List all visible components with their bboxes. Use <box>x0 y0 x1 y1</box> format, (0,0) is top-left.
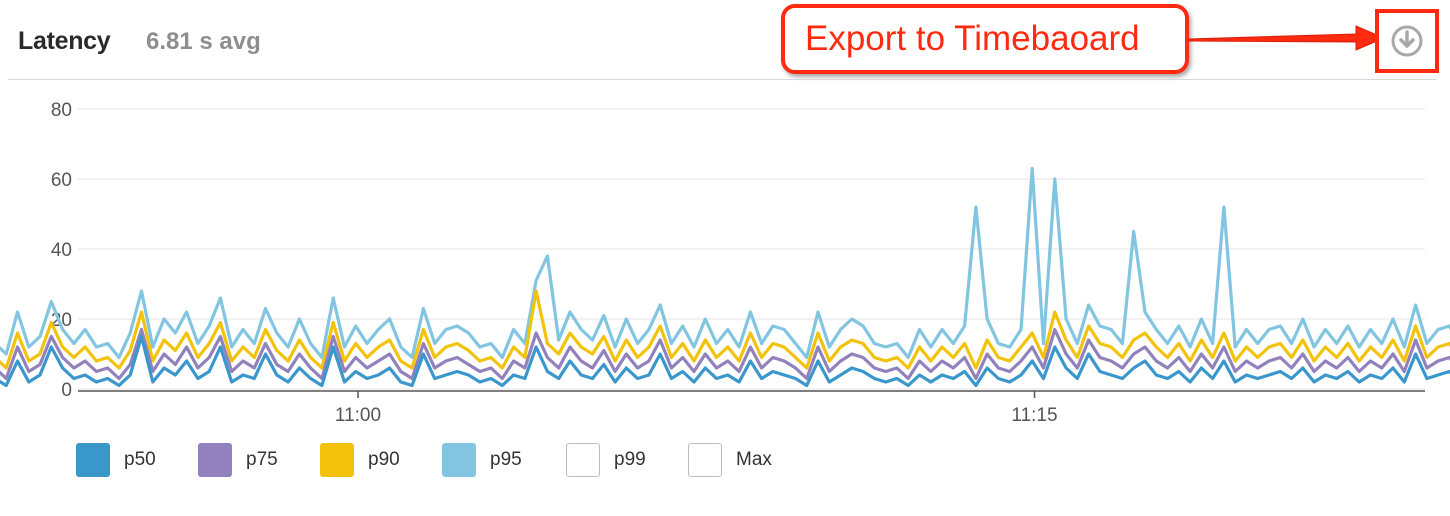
x-tick-label: 11:00 <box>335 405 381 426</box>
legend-item-max[interactable]: Max <box>688 443 772 477</box>
y-tick-label: 60 <box>51 170 72 191</box>
download-circle-icon <box>1391 25 1423 57</box>
header-divider <box>8 79 1436 80</box>
series-line-p75 <box>0 327 1450 381</box>
average-value: 6.81 s avg <box>146 28 261 55</box>
series-line-p50 <box>0 334 1450 388</box>
legend-swatch <box>566 443 600 477</box>
callout-arrow-icon <box>1187 25 1386 51</box>
legend-item-p90[interactable]: p90 <box>320 443 400 477</box>
legend-item-p99[interactable]: p99 <box>566 443 646 477</box>
legend-item-p50[interactable]: p50 <box>76 443 156 477</box>
legend-label: p95 <box>490 449 522 470</box>
y-tick-label: 0 <box>61 380 72 401</box>
legend-label: Max <box>736 449 772 470</box>
export-callout: Export to Timebaoard <box>781 4 1189 74</box>
y-tick-label: 40 <box>51 240 72 261</box>
legend-item-p95[interactable]: p95 <box>442 443 522 477</box>
x-tick-label: 11:15 <box>1011 405 1057 426</box>
legend-label: p99 <box>614 449 646 470</box>
y-tick-label: 80 <box>51 100 72 121</box>
widget-title: Latency <box>18 27 111 55</box>
legend-item-p75[interactable]: p75 <box>198 443 278 477</box>
legend-swatch <box>76 443 110 477</box>
legend-swatch <box>320 443 354 477</box>
export-callout-text: Export to Timebaoard <box>805 19 1140 58</box>
legend-swatch <box>442 443 476 477</box>
legend-swatch <box>198 443 232 477</box>
legend-label: p50 <box>124 449 156 470</box>
widget-header: Latency 6.81 s avg Export to Timebaoard <box>0 0 1450 80</box>
series-line-p95 <box>0 166 1450 360</box>
legend-swatch <box>688 443 722 477</box>
legend-label: p75 <box>246 449 278 470</box>
export-button[interactable] <box>1375 9 1439 73</box>
series-line-p90 <box>0 289 1450 370</box>
legend-label: p90 <box>368 449 400 470</box>
